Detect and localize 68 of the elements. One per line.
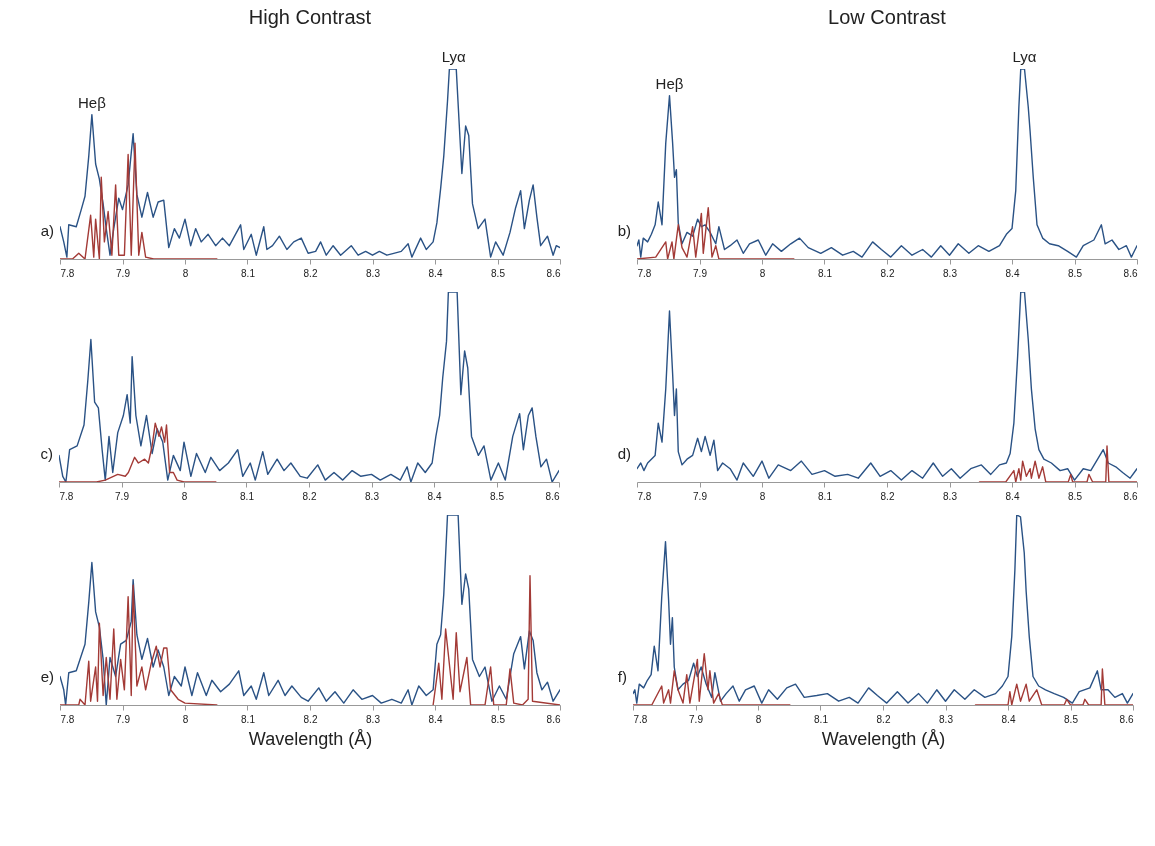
x-tick-label: 8.6	[1123, 490, 1138, 502]
x-tick-label: 7.9	[115, 490, 130, 502]
x-tick-label: 8.5	[1064, 713, 1079, 725]
x-tick-label: 8	[755, 713, 762, 725]
x-tick-label: 8.3	[943, 267, 958, 279]
x-tick-label: 8.3	[365, 490, 380, 502]
x-tick-label: 8.4	[1005, 267, 1020, 279]
x-tick-label: 8.4	[428, 713, 443, 725]
x-tick-label: 8.6	[1123, 267, 1138, 279]
x-tick-label: 8.5	[1068, 267, 1083, 279]
x-tick-label: 8.6	[546, 267, 561, 279]
x-tick-label: 8.2	[880, 267, 895, 279]
x-tick-label: 7.8	[633, 713, 648, 725]
x-tick-label: 8.2	[303, 267, 318, 279]
x-tick-label: 8.1	[818, 267, 833, 279]
x-tick-label: 8.6	[1119, 713, 1134, 725]
x-tick-label: 8.5	[491, 713, 506, 725]
x-tick-label: 8.3	[943, 490, 958, 502]
text: e)	[40, 668, 54, 685]
x-tick-label: 8.4	[1001, 713, 1016, 725]
x-tick-label: 8	[182, 713, 189, 725]
x-axis-title: Wavelength (Å)	[248, 728, 373, 749]
x-tick-label: 7.9	[689, 713, 704, 725]
x-tick-label: 8.2	[302, 490, 317, 502]
x-tick-label: 8	[759, 267, 766, 279]
x-tick-label: 7.8	[60, 713, 75, 725]
chart-title: Low Contrast	[828, 6, 947, 28]
x-tick-label: 8.3	[939, 713, 954, 725]
x-tick-label: 7.8	[60, 267, 75, 279]
x-tick-label: 8.6	[546, 713, 561, 725]
x-tick-label: 7.8	[59, 490, 74, 502]
x-tick-label: 8.5	[491, 267, 506, 279]
x-tick-label: 7.8	[637, 490, 652, 502]
x-tick-label: 8.6	[545, 490, 560, 502]
x-tick-label: 8.4	[427, 490, 442, 502]
x-axis-title: Wavelength (Å)	[821, 728, 946, 749]
x-tick-label: 7.9	[116, 267, 131, 279]
annotation: Lyα	[1012, 48, 1037, 65]
x-tick-label: 8.1	[241, 713, 256, 725]
annotation: Heβ	[77, 93, 107, 111]
text: d)	[617, 445, 631, 462]
text: c)	[40, 445, 53, 462]
x-tick-label: 8.3	[366, 267, 381, 279]
annotation: Lyα	[441, 48, 467, 65]
annotation: Heβ	[655, 74, 684, 92]
x-tick-label: 7.9	[116, 713, 131, 725]
x-tick-label: 8.3	[366, 713, 381, 725]
x-tick-label: 8.1	[818, 490, 833, 502]
x-tick-label: 7.9	[693, 267, 708, 279]
x-tick-label: 8.1	[241, 267, 256, 279]
x-tick-label: 8	[759, 490, 766, 502]
x-tick-label: 8.4	[428, 267, 443, 279]
text: a)	[40, 222, 54, 239]
chart-title: High Contrast	[248, 6, 372, 28]
x-tick-label: 8.4	[1005, 490, 1020, 502]
x-tick-label: 8.2	[303, 713, 318, 725]
text: f)	[617, 668, 627, 685]
x-tick-label: 8	[182, 267, 189, 279]
x-tick-label: 8.2	[876, 713, 891, 725]
x-tick-label: 8	[181, 490, 188, 502]
x-tick-label: 7.8	[637, 267, 652, 279]
text: b)	[617, 222, 631, 239]
x-tick-label: 8.5	[490, 490, 505, 502]
x-tick-label: 8.1	[814, 713, 829, 725]
x-tick-label: 8.2	[880, 490, 895, 502]
x-tick-label: 8.5	[1068, 490, 1083, 502]
x-tick-label: 8.1	[240, 490, 255, 502]
x-tick-label: 7.9	[693, 490, 708, 502]
